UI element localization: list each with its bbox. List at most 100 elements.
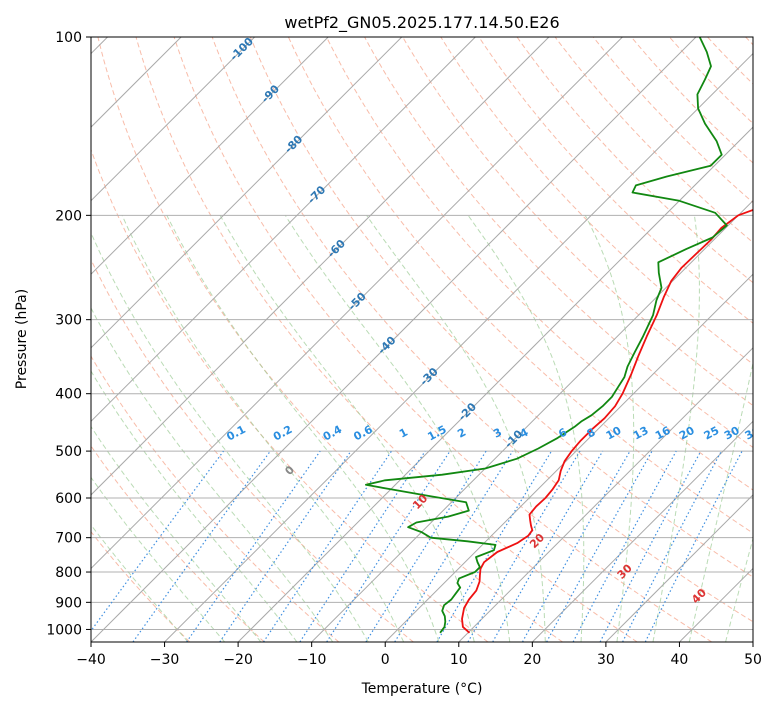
x-axis: −40 −30 −20 −10 0 10 20 30 40 50: [76, 642, 762, 668]
moist-adiabat-line: [91, 370, 298, 642]
y-tick-label: 700: [55, 531, 82, 547]
chart-title: wetPf2_GN05.2025.177.14.50.E26: [284, 13, 559, 33]
x-tick-label: 20: [523, 652, 541, 668]
moist-adiabat-line: [166, 215, 440, 642]
isotherm-line: [91, 37, 623, 570]
moist-adiabat-line: [688, 360, 753, 642]
x-tick-label: −20: [223, 652, 253, 668]
mixing-ratio-line: [492, 450, 604, 642]
isotherm-line: [91, 37, 256, 202]
moist-adiabat-line: [284, 215, 511, 642]
mixing-ratio-label: 1.5: [425, 423, 448, 444]
mixing-ratio-line: [132, 450, 271, 642]
mixing-ratio-line: [572, 450, 677, 642]
dry-adiabat-line: [135, 37, 638, 642]
isotherms: [91, 37, 753, 642]
series-lines: [365, 37, 753, 634]
isotherm-label: -20: [456, 400, 479, 423]
mixing-ratio-line: [436, 450, 553, 642]
isotherm-line: [164, 52, 753, 642]
x-tick-label: 50: [744, 652, 762, 668]
mixing-ratio-line: [394, 450, 514, 642]
mixing-ratio-label: 13: [631, 424, 651, 443]
line-labels: -100-90-80-70-60-50-40-30-20-100.1 0.2 0.4…: [224, 35, 763, 606]
mixing-ratio-line: [644, 450, 743, 642]
isotherm-line: [458, 347, 753, 642]
dry-adiabat-line: [402, 37, 753, 407]
y-tick-label: 300: [55, 313, 82, 329]
isotherm-line: [311, 199, 753, 642]
mixing-ratio-label: 25: [702, 424, 722, 443]
dry-adiabat-line: [326, 37, 753, 491]
isotherm-line: [531, 420, 753, 642]
isotherm-label: -90: [259, 82, 282, 105]
mixing-ratio-label: 16: [653, 424, 673, 443]
y-tick-label: 900: [55, 595, 82, 611]
isotherm-line: [91, 37, 476, 423]
mixing-ratio-label: 3: [491, 426, 504, 441]
mixing-ratio-label: 1: [397, 426, 410, 441]
isotherm-label: -80: [282, 132, 305, 155]
moist-adiabat-label: 0: [282, 463, 297, 478]
x-axis-label: Temperature (°C): [361, 681, 483, 697]
mixing-ratio-lines: [91, 450, 743, 642]
mixing-ratio-label: 36: [743, 424, 763, 443]
dry-adiabat-line: [173, 37, 713, 642]
isotherm-label: -60: [325, 237, 348, 260]
dry-adiabat-line: [554, 37, 753, 244]
dry-adiabat-line: [249, 37, 753, 578]
dry-adiabat-line: [287, 37, 753, 534]
moist-adiabat-label: 40: [689, 586, 709, 606]
moist-adiabat-line: [652, 215, 700, 642]
dry-adiabat-line: [91, 445, 265, 642]
plot-area: -100-90-80-70-60-50-40-30-20-100.1 0.2 0.4…: [91, 35, 763, 642]
mixing-ratio-label: 10: [604, 424, 624, 443]
moist-adiabat-line: [91, 425, 262, 642]
dry-adiabat-line: [211, 37, 753, 623]
y-tick-label: 100: [55, 30, 82, 46]
x-tick-label: −10: [297, 652, 327, 668]
isotherm-label: -100: [227, 35, 256, 64]
moist-adiabats: [91, 215, 753, 642]
dry-adiabat-line: [516, 37, 753, 284]
dry-adiabat-line: [91, 258, 414, 642]
mixing-ratio-label: 20: [677, 424, 697, 443]
mixing-ratio-label: 0.1: [224, 423, 247, 444]
mixing-ratio-line: [599, 450, 702, 642]
moist-adiabat-label: 10: [410, 492, 430, 512]
y-axis: 100 200 300 400 500 600 700 800 900 1000: [46, 30, 91, 638]
dry-adiabat-line: [669, 37, 753, 125]
x-tick-label: −30: [150, 652, 180, 668]
y-tick-label: 500: [55, 444, 82, 460]
dry-adiabat-line: [707, 37, 753, 85]
isotherm-label: -70: [305, 183, 328, 206]
mixing-ratio-line: [521, 450, 631, 642]
isotherm-line: [91, 37, 329, 275]
moist-adiabat-line: [121, 215, 405, 642]
dry-adiabat-line: [91, 148, 489, 642]
mixing-ratio-line: [186, 450, 321, 642]
grid-lines: [91, 37, 753, 630]
mixing-ratio-line: [365, 450, 487, 642]
x-tick-label: 40: [671, 652, 689, 668]
dewpoint-line: [365, 37, 728, 634]
x-tick-label: 0: [381, 652, 390, 668]
mixing-ratio-line: [622, 450, 722, 642]
isotherm-line: [605, 494, 753, 642]
isotherm-line: [91, 37, 697, 642]
dry-adiabat-line: [97, 37, 563, 642]
mixing-ratio-line: [91, 450, 224, 632]
isotherm-line: [752, 641, 753, 642]
x-tick-label: −40: [76, 652, 106, 668]
moist-adiabat-line: [366, 215, 546, 642]
isotherm-line: [91, 37, 550, 496]
moist-adiabat-line: [91, 524, 189, 642]
mixing-ratio-label: 30: [722, 424, 742, 443]
dry-adiabats: [91, 37, 753, 642]
moist-adiabat-line: [584, 215, 635, 642]
y-tick-label: 600: [55, 491, 82, 507]
y-axis-label: Pressure (hPa): [14, 289, 30, 389]
dry-adiabat-line: [91, 355, 340, 642]
isotherm-line: [237, 126, 753, 642]
mixing-ratio-line: [326, 450, 451, 642]
